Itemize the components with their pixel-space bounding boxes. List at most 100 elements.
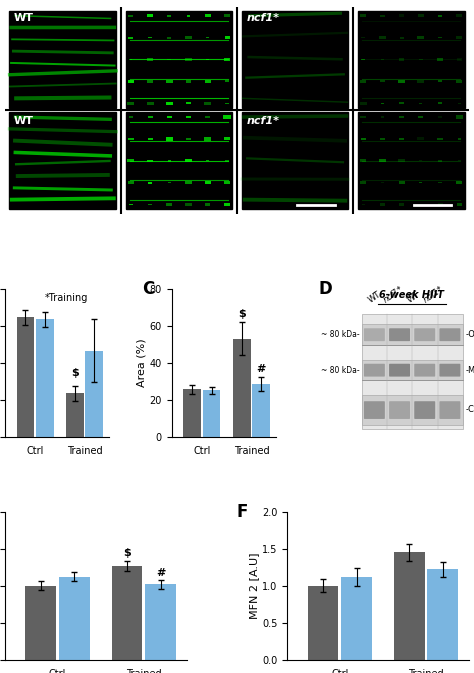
Bar: [360, 160, 366, 162]
Text: WT: WT: [406, 290, 422, 305]
Text: WT: WT: [14, 13, 34, 23]
Bar: [147, 160, 153, 162]
Text: $: $: [238, 310, 246, 319]
Bar: [456, 181, 462, 184]
Bar: [205, 80, 211, 83]
Bar: [129, 204, 133, 205]
Bar: [418, 137, 424, 141]
Bar: [17, 318, 34, 437]
Bar: [147, 138, 153, 140]
Text: 6-week HIIT: 6-week HIIT: [379, 290, 444, 300]
Bar: [381, 182, 384, 183]
Bar: [380, 138, 385, 140]
Bar: [379, 160, 386, 162]
FancyBboxPatch shape: [9, 112, 116, 209]
FancyBboxPatch shape: [389, 401, 410, 419]
Bar: [185, 36, 192, 39]
Bar: [36, 319, 54, 437]
Bar: [167, 36, 172, 38]
Text: F: F: [236, 503, 247, 521]
FancyBboxPatch shape: [414, 328, 435, 341]
Bar: [111, 566, 142, 660]
Bar: [419, 182, 422, 183]
Bar: [399, 138, 404, 140]
Bar: [66, 393, 84, 437]
Bar: [362, 324, 463, 345]
Text: ~ 80 kDa-: ~ 80 kDa-: [321, 365, 359, 375]
Bar: [419, 116, 423, 118]
FancyBboxPatch shape: [389, 363, 410, 377]
Bar: [186, 116, 191, 118]
Bar: [394, 553, 425, 660]
Bar: [225, 36, 229, 39]
Bar: [437, 138, 443, 140]
Bar: [399, 203, 404, 206]
Text: *Training: *Training: [45, 293, 88, 304]
Bar: [399, 116, 404, 118]
Bar: [362, 204, 365, 205]
Bar: [147, 59, 153, 61]
FancyBboxPatch shape: [439, 401, 460, 419]
Bar: [128, 138, 134, 140]
Bar: [438, 160, 442, 162]
Bar: [185, 181, 192, 184]
Bar: [203, 390, 220, 437]
Bar: [167, 116, 172, 118]
Bar: [204, 137, 211, 141]
Bar: [419, 203, 423, 205]
Bar: [252, 384, 270, 437]
Bar: [438, 182, 442, 184]
Text: #: #: [156, 567, 165, 577]
FancyBboxPatch shape: [358, 112, 465, 209]
Bar: [166, 137, 173, 141]
Text: ncf1*: ncf1*: [382, 285, 405, 305]
FancyBboxPatch shape: [9, 11, 116, 108]
Bar: [187, 15, 191, 17]
Bar: [233, 339, 251, 437]
Bar: [419, 59, 422, 60]
Bar: [128, 36, 133, 38]
Bar: [380, 15, 385, 17]
Bar: [129, 59, 132, 60]
Text: ncf1*: ncf1*: [422, 285, 446, 305]
FancyBboxPatch shape: [414, 363, 435, 377]
Bar: [147, 116, 153, 118]
Bar: [205, 14, 210, 17]
Bar: [25, 586, 56, 660]
Bar: [206, 37, 210, 38]
Bar: [224, 58, 230, 61]
Y-axis label: Area (%): Area (%): [137, 339, 147, 387]
Text: ~ 80 kDa-: ~ 80 kDa-: [321, 330, 359, 339]
Bar: [361, 59, 365, 61]
Bar: [428, 569, 458, 660]
Text: C: C: [142, 280, 155, 298]
Bar: [85, 351, 103, 437]
Bar: [380, 80, 385, 82]
Bar: [128, 181, 134, 184]
Bar: [456, 59, 462, 61]
FancyBboxPatch shape: [242, 112, 348, 209]
Bar: [400, 36, 404, 38]
Text: $: $: [123, 548, 131, 559]
Bar: [419, 160, 422, 162]
Bar: [418, 14, 424, 17]
FancyBboxPatch shape: [364, 401, 385, 419]
FancyBboxPatch shape: [439, 328, 460, 341]
Text: ncf1*: ncf1*: [246, 13, 279, 23]
Bar: [128, 80, 134, 83]
Text: -MFN2: -MFN2: [465, 365, 474, 375]
Bar: [341, 577, 372, 660]
Bar: [381, 116, 384, 118]
Bar: [437, 58, 443, 61]
Bar: [128, 116, 133, 118]
Bar: [186, 102, 191, 104]
Bar: [438, 102, 442, 104]
Bar: [224, 14, 230, 17]
Bar: [225, 80, 229, 82]
Bar: [147, 80, 153, 83]
Bar: [399, 181, 404, 184]
Bar: [458, 102, 461, 104]
Text: #: #: [256, 363, 266, 374]
Bar: [438, 37, 442, 38]
Text: -Coomassie: -Coomassie: [465, 405, 474, 415]
